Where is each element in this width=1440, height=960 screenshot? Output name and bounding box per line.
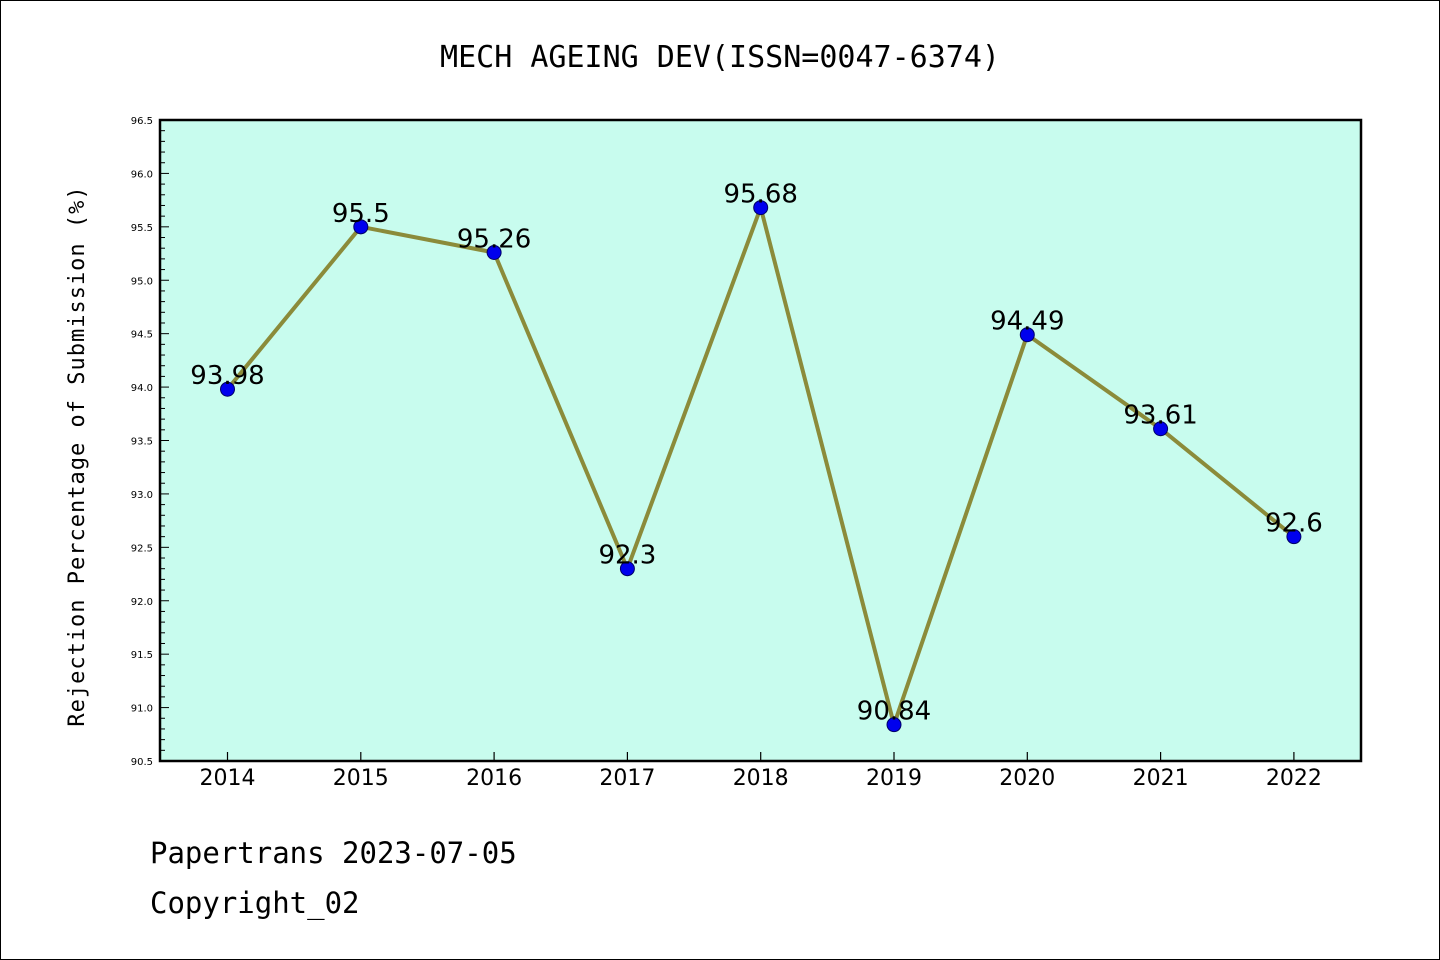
data-label-2017: 92.3 xyxy=(598,541,656,571)
data-label-2015: 95.5 xyxy=(332,199,390,229)
y-tick-label: 92.5 xyxy=(131,543,153,554)
y-tick-label: 90.5 xyxy=(131,757,153,768)
footer-copyright: Copyright_02 xyxy=(150,886,360,920)
footer-date: Papertrans 2023-07-05 xyxy=(150,836,517,870)
y-tick-label: 93.0 xyxy=(131,490,153,501)
x-tick-label: 2014 xyxy=(200,766,256,791)
x-tick-label: 2020 xyxy=(999,766,1055,791)
y-axis-label: Rejection Percentage of Submission (%) xyxy=(65,185,90,726)
x-tick-label: 2019 xyxy=(866,766,922,791)
x-tick-label: 2022 xyxy=(1266,766,1322,791)
y-tick-label: 93.5 xyxy=(131,437,153,448)
data-labels-group: 93.98 95.5 95.26 92.3 95.68 90.84 94.49 93.61 92… xyxy=(190,180,1323,727)
x-tick-label: 2015 xyxy=(333,766,389,791)
y-tick-label: 96.0 xyxy=(131,169,153,180)
x-tick-label: 2018 xyxy=(733,766,789,791)
y-tick-label: 95.0 xyxy=(131,276,153,287)
data-label-2019: 90.84 xyxy=(857,697,931,727)
chart-title: MECH AGEING DEV(ISSN=0047-6374) xyxy=(440,40,1000,75)
data-label-2020: 94.49 xyxy=(990,307,1064,337)
data-label-2021: 93.61 xyxy=(1123,401,1197,431)
data-point-2015 xyxy=(353,219,369,235)
y-tick-label: 94.5 xyxy=(131,330,153,341)
y-tick-label: 91.5 xyxy=(131,650,153,661)
data-point-2016 xyxy=(486,244,502,260)
x-tick-label: 2016 xyxy=(466,766,522,791)
data-point-2018 xyxy=(753,200,769,216)
y-tick-label: 94.0 xyxy=(131,383,153,394)
data-point-2017 xyxy=(619,561,635,577)
data-label-2014: 93.98 xyxy=(190,361,264,391)
data-markers xyxy=(220,200,1302,733)
data-label-2016: 95.26 xyxy=(457,224,531,254)
x-tick-label: 2017 xyxy=(599,766,655,791)
y-tick-label: 95.5 xyxy=(131,223,153,234)
data-point-2021 xyxy=(1153,421,1169,437)
data-label-2018: 95.68 xyxy=(723,180,797,210)
data-point-2019 xyxy=(886,717,902,733)
y-tick-label: 96.5 xyxy=(131,116,153,127)
x-axis: 2014 2015 2016 2017 2018 2019 2020 2021 2022 xyxy=(200,752,1322,791)
x-tick-label: 2021 xyxy=(1133,766,1189,791)
data-point-2022 xyxy=(1286,529,1302,545)
data-point-2014 xyxy=(220,381,235,397)
y-axis: 90.5 91.0 91.5 92.0 92.5 93.0 93.5 94.0 94.5 95.0… xyxy=(131,116,169,768)
data-point-2020 xyxy=(1019,327,1035,343)
y-tick-label: 92.0 xyxy=(131,597,153,608)
y-tick-label: 91.0 xyxy=(131,704,153,715)
data-label-2022: 92.6 xyxy=(1265,509,1323,539)
